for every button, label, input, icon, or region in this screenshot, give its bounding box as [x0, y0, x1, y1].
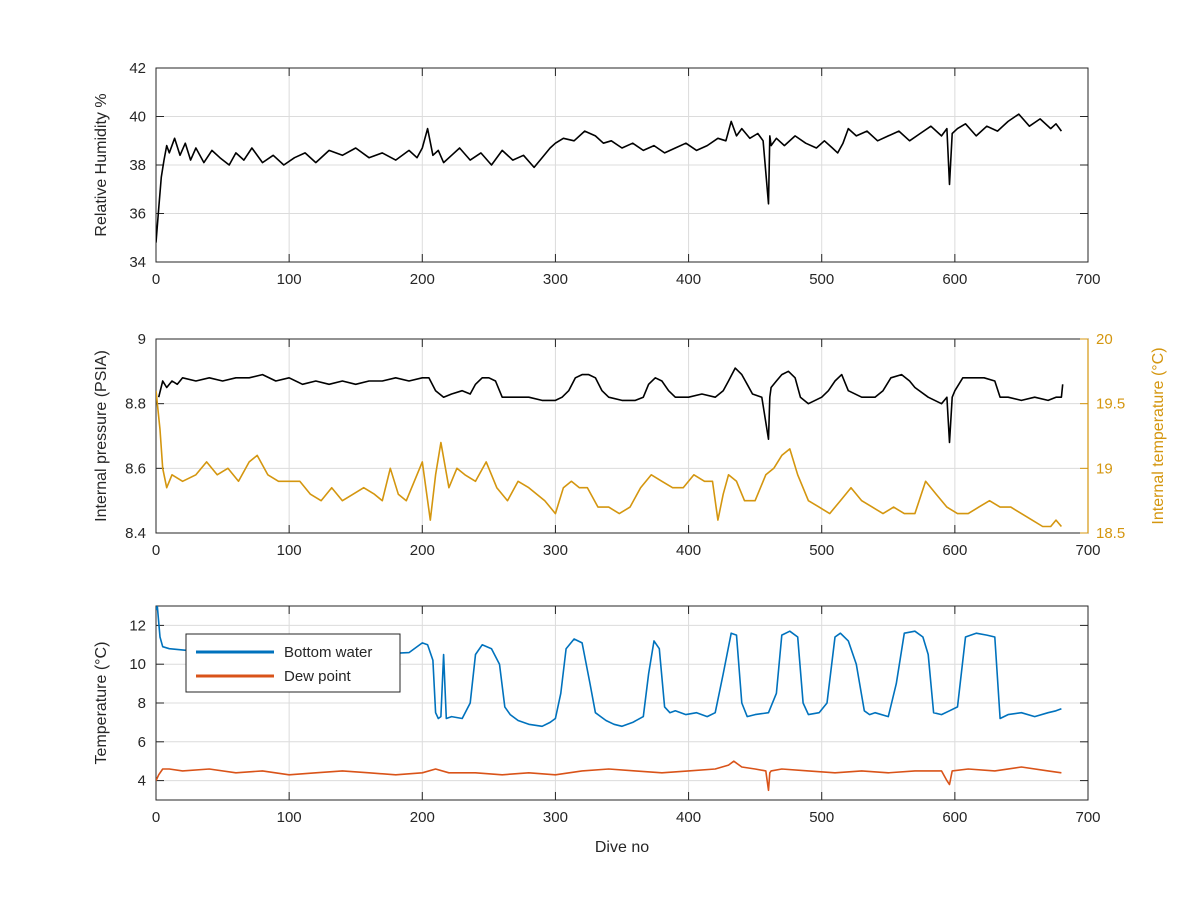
x-tick-label: 400: [676, 809, 701, 826]
x-tick-label: 300: [543, 809, 568, 826]
panel-2-series-1-line: [157, 367, 1064, 444]
y-axis-label: Temperature (°C): [93, 642, 110, 765]
x-axis-label: Dive no: [595, 839, 649, 856]
x-tick-label: 400: [676, 271, 701, 288]
y2-tick-label: 19.5: [1096, 396, 1125, 413]
panel-2-series-2-line: [156, 390, 1063, 528]
legend-label-bottom-water: Bottom water: [284, 644, 372, 661]
legend-label-dew-point: Dew point: [284, 668, 352, 685]
x-tick-label: 200: [410, 809, 435, 826]
y-tick-label: 38: [129, 157, 146, 174]
panels: 0 100 200 300 400 500 600 7003436384042Relative…: [93, 60, 1167, 856]
x-tick-label: 200: [410, 271, 435, 288]
x-tick-label: 600: [942, 271, 967, 288]
y-tick-label: 42: [129, 60, 146, 77]
legend: Bottom water Dew point: [185, 633, 401, 693]
x-tick-label: 100: [277, 542, 302, 559]
x-tick-label: 500: [809, 542, 834, 559]
y-tick-label: 9: [138, 331, 146, 348]
x-tick-label: 600: [942, 542, 967, 559]
y-tick-label: 8.8: [125, 396, 146, 413]
x-tick-label: 200: [410, 542, 435, 559]
x-tick-label: 700: [1075, 809, 1100, 826]
x-tick-label: 400: [676, 542, 701, 559]
x-tick-label: 700: [1075, 542, 1100, 559]
y-tick-label: 8.6: [125, 460, 146, 477]
y-tick-label: 8: [138, 695, 146, 712]
x-tick-label: 0: [152, 809, 160, 826]
x-tick-label: 700: [1075, 271, 1100, 288]
y2-tick-label: 18.5: [1096, 525, 1125, 542]
x-tick-label: 500: [809, 271, 834, 288]
x-tick-label: 600: [942, 809, 967, 826]
x-tick-label: 300: [543, 271, 568, 288]
series-dew-point-line: [156, 760, 1062, 792]
y-tick-label: 34: [129, 254, 146, 271]
y-tick-label: 36: [129, 206, 146, 223]
y2-axis-label: Internal temperature (°C): [1150, 347, 1167, 524]
y2-tick-label: 20: [1096, 331, 1113, 348]
legend-box: [185, 633, 401, 693]
x-tick-label: 500: [809, 809, 834, 826]
y-tick-label: 8.4: [125, 525, 146, 542]
x-tick-label: 0: [152, 271, 160, 288]
y-tick-label: 4: [138, 773, 146, 790]
y-tick-label: 6: [138, 734, 146, 751]
x-tick-label: 300: [543, 542, 568, 559]
x-tick-label: 0: [152, 542, 160, 559]
y-axis-label: Relative Humidity %: [93, 93, 110, 236]
y-tick-label: 10: [129, 656, 146, 673]
y-axis-label: Internal pressure (PSIA): [93, 350, 110, 522]
x-tick-label: 100: [277, 809, 302, 826]
series-bottom-water-line: [156, 606, 1062, 728]
y2-tick-label: 19: [1096, 460, 1113, 477]
y-tick-label: 12: [129, 617, 146, 634]
panel-1-series-1-line: [156, 113, 1063, 243]
x-tick-label: 100: [277, 271, 302, 288]
y-tick-label: 40: [129, 109, 146, 126]
